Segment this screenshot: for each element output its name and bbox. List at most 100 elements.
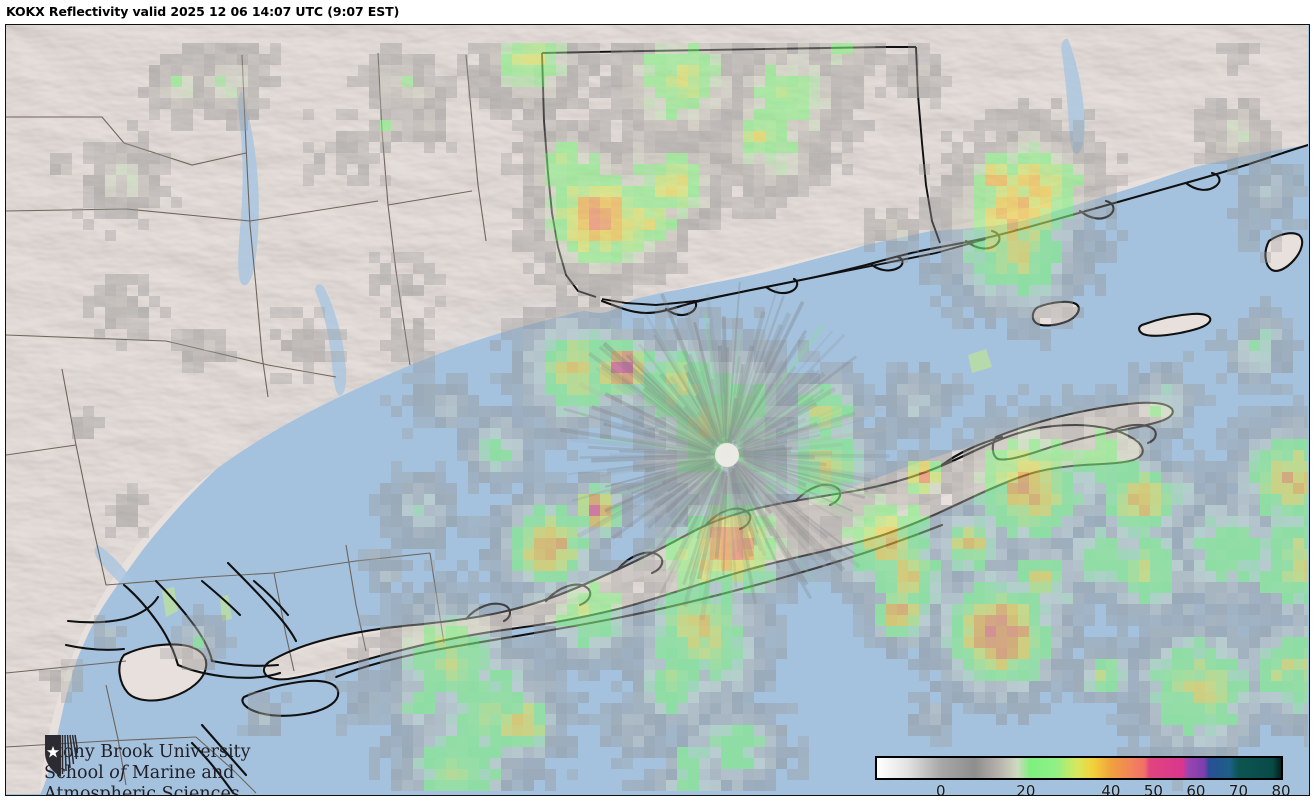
radar-pixel (1062, 593, 1073, 604)
radar-pixel (732, 747, 743, 758)
radar-pixel (1018, 439, 1029, 450)
radar-pixel (699, 406, 710, 417)
radar-pixel (457, 582, 468, 593)
radar-pixel (600, 560, 611, 571)
radar-pixel (1161, 615, 1172, 626)
radar-spoke (733, 467, 809, 586)
radar-pixel (490, 483, 501, 494)
radar-pixel (600, 131, 611, 142)
radar-pixel (710, 549, 721, 560)
radar-pixel (556, 120, 567, 131)
radar-pixel (512, 384, 523, 395)
radar-pixel (402, 120, 413, 131)
radar-pixel (1183, 692, 1194, 703)
radar-pixel (688, 670, 699, 681)
radar-pixel (677, 98, 688, 109)
radar-pixel (1084, 538, 1095, 549)
map-frame[interactable]: Stony Brook University School of Marine … (5, 24, 1310, 796)
radar-pixel (622, 560, 633, 571)
radar-pixel (127, 318, 138, 329)
radar-pixel (1194, 560, 1205, 571)
radar-pixel (688, 703, 699, 714)
map-canvas[interactable]: Stony Brook University School of Marine … (6, 25, 1308, 795)
radar-pixel (688, 450, 699, 461)
radar-spoke (666, 466, 716, 514)
radar-pixel (754, 681, 765, 692)
radar-pixel (864, 395, 875, 406)
radar-pixel (1271, 208, 1282, 219)
radar-spoke (625, 354, 719, 447)
radar-pixel (721, 648, 732, 659)
radar-pixel (501, 637, 512, 648)
radar-pixel (479, 560, 490, 571)
radar-pixel (545, 582, 556, 593)
radar-pixel (1007, 186, 1018, 197)
radar-pixel (435, 406, 446, 417)
radar-pixel (864, 582, 875, 593)
radar-pixel (699, 703, 710, 714)
radar-pixel (633, 142, 644, 153)
radar-pixel (413, 351, 424, 362)
radar-pixel (655, 406, 666, 417)
radar-pixel (512, 439, 523, 450)
radar-pixel (1227, 417, 1238, 428)
radar-pixel (1249, 208, 1260, 219)
radar-pixel (523, 527, 534, 538)
radar-pixel (732, 76, 743, 87)
radar-pixel (1084, 494, 1095, 505)
radar-pixel (391, 626, 402, 637)
radar-pixel (391, 54, 402, 65)
radar-pixel (765, 714, 776, 725)
radar-pixel (1282, 439, 1293, 450)
colorbar[interactable]: 0 20 40 50 60 70 80 (875, 756, 1291, 795)
radar-pixel (721, 384, 732, 395)
radar-spoke (734, 466, 756, 495)
radar-pixel (897, 241, 908, 252)
radar-pixel (1205, 692, 1216, 703)
radar-pixel (402, 76, 413, 87)
radar-pixel (743, 593, 754, 604)
radar-pixel (754, 142, 765, 153)
radar-pixel (930, 736, 941, 747)
radar-pixel (589, 219, 600, 230)
radar-pixel (468, 582, 479, 593)
radar-pixel (886, 65, 897, 76)
radar-pixel (501, 318, 512, 329)
radar-pixel (1238, 142, 1249, 153)
radar-pixel (809, 43, 820, 54)
colorbar-bar[interactable] (875, 756, 1283, 780)
radar-pixel (963, 472, 974, 483)
radar-pixel (1117, 670, 1128, 681)
radar-pixel (1128, 472, 1139, 483)
radar-pixel (413, 670, 424, 681)
radar-pixel (754, 626, 765, 637)
radar-pixel (479, 736, 490, 747)
radar-pixel (875, 494, 886, 505)
radar-pixel (61, 153, 72, 164)
radar-pixel (567, 384, 578, 395)
radar-pixel (391, 252, 402, 263)
radar-pixel (644, 725, 655, 736)
radar-pixel (424, 714, 435, 725)
radar-pixel (688, 439, 699, 450)
radar-pixel (1238, 549, 1249, 560)
radar-pixel (864, 626, 875, 637)
radar-pixel (611, 76, 622, 87)
radar-spoke (687, 353, 725, 445)
radar-pixel (776, 175, 787, 186)
radar-spoke (744, 406, 884, 452)
radar-pixel (578, 483, 589, 494)
radar-pixel (699, 648, 710, 659)
radar-pixel (985, 527, 996, 538)
radar-pixel (644, 76, 655, 87)
radar-pixel (754, 175, 765, 186)
radar-pixel (1304, 593, 1308, 604)
radar-pixel (600, 406, 611, 417)
radar-pixel (1029, 252, 1040, 263)
radar-pixel (952, 197, 963, 208)
radar-pixel (435, 87, 446, 98)
radar-spoke (689, 471, 723, 580)
radar-pixel (721, 626, 732, 637)
radar-pixel (798, 417, 809, 428)
radar-pixel (820, 450, 831, 461)
